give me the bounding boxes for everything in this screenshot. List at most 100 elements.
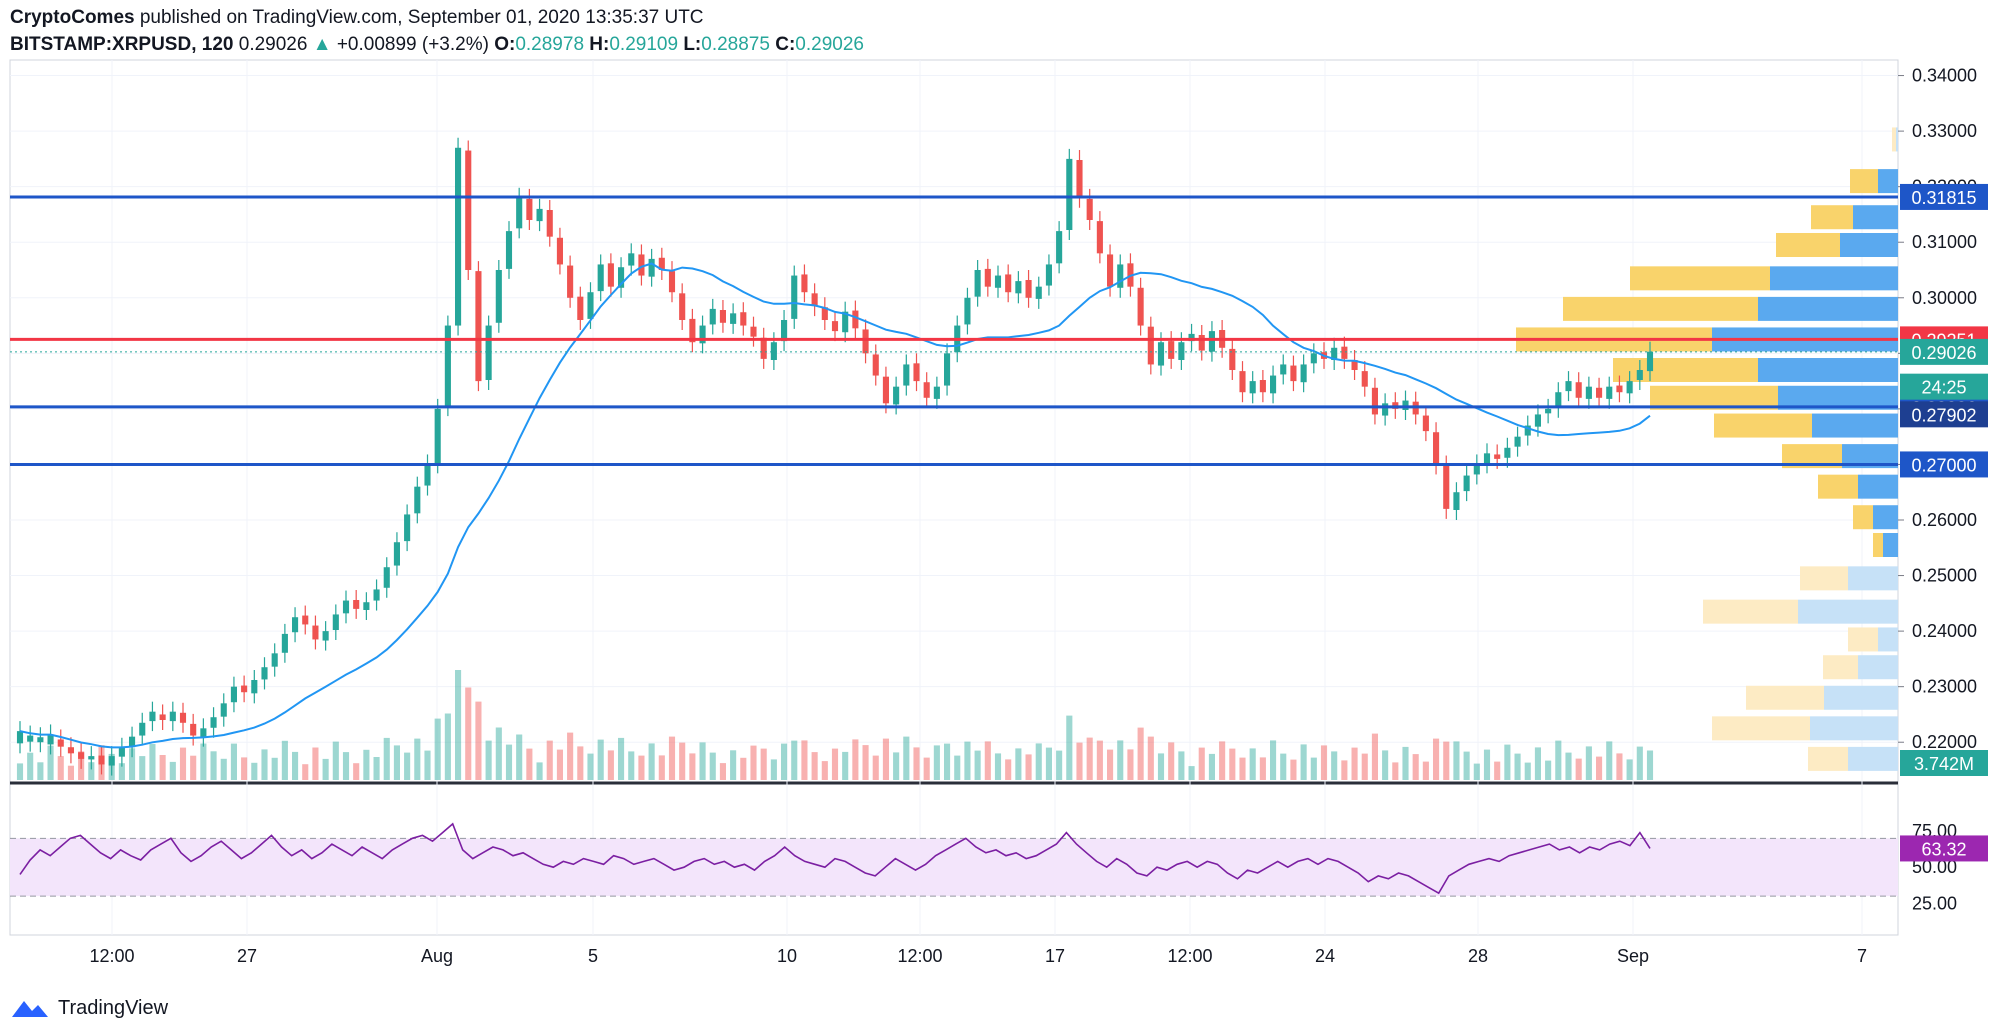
volume-bar	[1290, 759, 1297, 780]
volume-bar	[1596, 756, 1603, 780]
volume-bar	[638, 755, 645, 780]
volume-profile-down-bar	[1853, 205, 1898, 230]
volume-bar	[1585, 746, 1592, 780]
volume-profile-down-bar	[1758, 296, 1898, 321]
candle-body	[984, 268, 991, 287]
candle-body	[1575, 382, 1582, 398]
candle-body	[1545, 408, 1552, 414]
candle-body	[679, 293, 686, 320]
volume-bar	[1494, 761, 1501, 780]
volume-bar	[1433, 738, 1440, 780]
volume-bar	[129, 748, 136, 780]
candle-body	[108, 756, 115, 766]
volume-bar	[862, 745, 869, 780]
candle-body	[281, 633, 288, 653]
candle-body	[149, 711, 156, 722]
candle-body	[587, 292, 594, 319]
candle-body	[373, 589, 380, 601]
candle-body	[1035, 286, 1042, 299]
volume-bar	[1361, 753, 1368, 780]
volume-bar	[801, 740, 808, 780]
candle-body	[1157, 342, 1165, 366]
price-badge	[1900, 373, 1988, 400]
candle-body	[618, 267, 625, 288]
candle-body	[1504, 447, 1511, 458]
candle-body	[1290, 365, 1297, 382]
volume-profile-up-bar	[1808, 746, 1848, 771]
candle-body	[363, 602, 370, 610]
candle-body	[1494, 454, 1501, 459]
time-tick-label: 12:00	[1167, 946, 1212, 966]
volume-bar	[1219, 741, 1226, 780]
candle-body	[78, 752, 85, 759]
time-tick-label: 5	[588, 946, 598, 966]
candle-body	[475, 271, 482, 382]
volume-bar	[98, 745, 105, 780]
price-badge-label: 24:25	[1921, 378, 1966, 398]
volume-bar	[1259, 757, 1266, 780]
tradingview-brand[interactable]: TradingView	[58, 996, 169, 1019]
volume-bar	[1565, 752, 1572, 780]
candle-body	[923, 382, 930, 398]
volume-bar	[1025, 754, 1032, 780]
candle-body	[556, 237, 563, 265]
candle-body	[271, 653, 278, 667]
publisher-name[interactable]: CryptoComes	[10, 7, 135, 28]
moving-average-line	[19, 262, 1651, 749]
volume-profile-up-bar	[1563, 296, 1758, 321]
candle-body	[1198, 335, 1205, 351]
candle-body	[516, 197, 523, 229]
volume-profile-down-bar	[1858, 474, 1898, 499]
rsi-band	[10, 838, 1898, 897]
volume-bar	[179, 747, 187, 780]
volume-bar	[567, 732, 574, 780]
candle-body	[200, 728, 207, 737]
volume-bar	[1208, 753, 1215, 780]
price-badge-label: 0.27902	[1911, 405, 1976, 425]
candle-body	[1005, 274, 1012, 293]
candle-body	[485, 325, 492, 380]
volume-bar	[1076, 742, 1083, 780]
symbol-label[interactable]: BITSTAMP:XRPUSD, 120	[10, 34, 234, 55]
volume-bar	[964, 741, 971, 780]
volume-bar	[1320, 745, 1328, 780]
volume-profile-up-bar	[1800, 566, 1848, 591]
candle-body	[241, 685, 248, 693]
volume-bar	[944, 743, 951, 780]
volume-profile-down-bar	[1848, 746, 1898, 771]
volume-bar	[1626, 759, 1633, 780]
volume-bar	[57, 756, 64, 780]
candle-body	[118, 747, 125, 757]
candle-body	[852, 310, 859, 329]
time-tick-label: Sep	[1617, 946, 1649, 966]
volume-profile-down-bar	[1824, 685, 1898, 710]
tradingview-logo-icon[interactable]	[10, 995, 50, 1021]
candle-body	[913, 363, 920, 382]
candle-body	[882, 376, 889, 404]
volume-bar	[587, 753, 594, 780]
volume-bar	[648, 743, 655, 780]
rsi-tick-label: 50.00	[1912, 857, 1957, 877]
volume-bar	[1045, 747, 1052, 780]
volume-bar	[1280, 753, 1287, 780]
candle-body	[1229, 348, 1236, 370]
volume-bar	[505, 744, 513, 780]
time-tick-label: 17	[1045, 946, 1065, 966]
candle-body	[444, 325, 451, 407]
volume-bar	[1188, 766, 1195, 780]
price-tick-label: 0.23000	[1912, 677, 1977, 697]
volume-bar	[383, 737, 390, 780]
volume-bar	[1270, 740, 1277, 780]
open-value: 0.28978	[515, 34, 585, 55]
volume-bar	[730, 750, 737, 780]
time-tick-label: Aug	[421, 946, 453, 966]
volume-bar	[750, 745, 757, 780]
volume-bar	[607, 750, 614, 780]
price-tick-label: 0.31000	[1912, 232, 1977, 252]
volume-bar	[332, 741, 339, 780]
candle-body	[1300, 364, 1307, 383]
volume-bar	[363, 749, 370, 780]
volume-bar	[495, 727, 502, 780]
candle-body	[353, 600, 360, 609]
